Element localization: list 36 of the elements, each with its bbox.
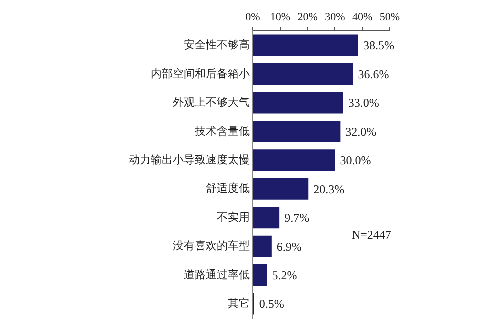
y-tick-label: 没有喜欢的车型	[173, 240, 250, 253]
y-tick-label: 技术含量低	[194, 124, 250, 138]
data-label: 33.0%	[348, 96, 380, 110]
bar	[254, 178, 309, 200]
x-tick-label: 10%	[270, 11, 290, 24]
annotation: N=2447	[352, 228, 392, 243]
y-tick-label: 安全性不够高	[184, 38, 250, 52]
y-tick-label: 内部空间和后备箱小	[151, 67, 250, 80]
bar	[254, 34, 358, 56]
y-tick-label: 其它	[228, 297, 250, 310]
data-label: 20.3%	[314, 182, 345, 196]
x-tick-label: 30%	[325, 11, 346, 24]
data-label: 30.0%	[340, 154, 372, 168]
data-label: 36.6%	[358, 67, 390, 82]
x-tick-label: 40%	[352, 11, 373, 24]
y-tick-label: 不实用	[217, 210, 250, 224]
x-tick-label: 0%	[246, 11, 260, 24]
y-tick-label: 舒适度低	[206, 182, 250, 196]
bar	[254, 64, 354, 86]
x-tick-label: 50%	[380, 11, 400, 24]
data-label: 9.7%	[284, 211, 310, 226]
y-tick-label: 动力输出小导致速度太慢	[129, 153, 250, 166]
x-tick-label: 20%	[298, 11, 318, 24]
y-tick-label: 道路通过率低	[184, 268, 250, 282]
bar	[254, 120, 341, 142]
bar	[254, 92, 344, 114]
bar	[254, 150, 336, 172]
bar	[254, 264, 268, 286]
bar	[254, 207, 280, 229]
data-label: 32.0%	[346, 124, 377, 139]
data-label: 5.2%	[272, 268, 298, 282]
data-label: 0.5%	[259, 297, 284, 312]
bar	[254, 236, 272, 258]
y-tick-label: 外观上不够大气	[173, 96, 250, 110]
data-label: 6.9%	[276, 240, 302, 254]
data-label: 38.5%	[363, 38, 394, 53]
